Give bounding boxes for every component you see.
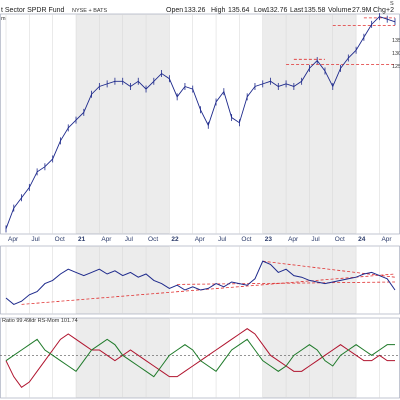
x-tick-label: Jul [218, 236, 227, 243]
x-tick-label: Oct [335, 236, 345, 243]
last-label: Last [290, 7, 303, 14]
volume-label: Volume [328, 7, 351, 14]
legend-ratio: Ratio 99.49 [2, 318, 30, 324]
x-tick-label: Apr [101, 236, 112, 243]
y-tick-label: 130 [392, 51, 400, 57]
ratio-flat-trend [177, 281, 396, 285]
chart-subline: m [1, 16, 6, 22]
rs-panel [0, 328, 400, 389]
price-panel [5, 13, 396, 233]
volume-value: 27.9M [352, 7, 372, 14]
x-tick-label: Apr [288, 236, 299, 243]
y-tick-label: 135 [392, 38, 400, 44]
x-tick-label: 22 [171, 236, 179, 243]
low-label: Low [254, 7, 268, 14]
x-tick-label: Oct [55, 236, 65, 243]
high-label: High [211, 7, 226, 14]
open-label: Open [166, 7, 183, 14]
x-tick-label: Apr [8, 236, 19, 243]
gridlines [0, 13, 400, 399]
chg-label: Chg [373, 7, 386, 14]
x-tick-label: Oct [241, 236, 251, 243]
high-value: 135.64 [228, 7, 250, 14]
x-axis: Apr Jul Oct 21 Apr Jul Oct 22 Apr Jul Oct 23 Apr Jul O… [8, 236, 392, 243]
ratio-resistance-trend [262, 260, 396, 278]
x-tick-label: 23 [265, 236, 273, 243]
x-tick-label: Apr [195, 236, 206, 243]
x-tick-label: Apr [381, 236, 392, 243]
side-label: S [390, 1, 394, 7]
last-value: 135.58 [304, 7, 326, 14]
x-tick-label: Jul [311, 236, 320, 243]
x-tick-label: 24 [358, 236, 366, 243]
rs-legend: Ratio 99.49 ldr RS-Mom 101.74 [2, 318, 78, 324]
ratio-line [5, 260, 396, 305]
low-value: 132.76 [266, 7, 288, 14]
chart-header: t Sector SPDR Fund NYSE + BATS m Open 13… [1, 1, 394, 22]
ratio-support-trend [21, 273, 396, 305]
rs-mom-line [5, 338, 395, 378]
chart-title: t Sector SPDR Fund [1, 7, 65, 14]
exchange-label: NYSE + BATS [72, 8, 108, 14]
x-tick-label: Jul [31, 236, 40, 243]
x-tick-label: Jul [125, 236, 134, 243]
chg-value: +2 [386, 7, 394, 14]
right-axis: 125 130 135 [392, 38, 400, 70]
legend-rs-mom: ldr RS-Mom 101.74 [30, 318, 78, 324]
ratio-panel [5, 260, 396, 305]
x-tick-label: 21 [78, 236, 86, 243]
y-tick-label: 125 [392, 64, 400, 70]
trendlines [21, 17, 396, 305]
open-value: 133.26 [184, 7, 206, 14]
x-tick-label: Oct [148, 236, 158, 243]
